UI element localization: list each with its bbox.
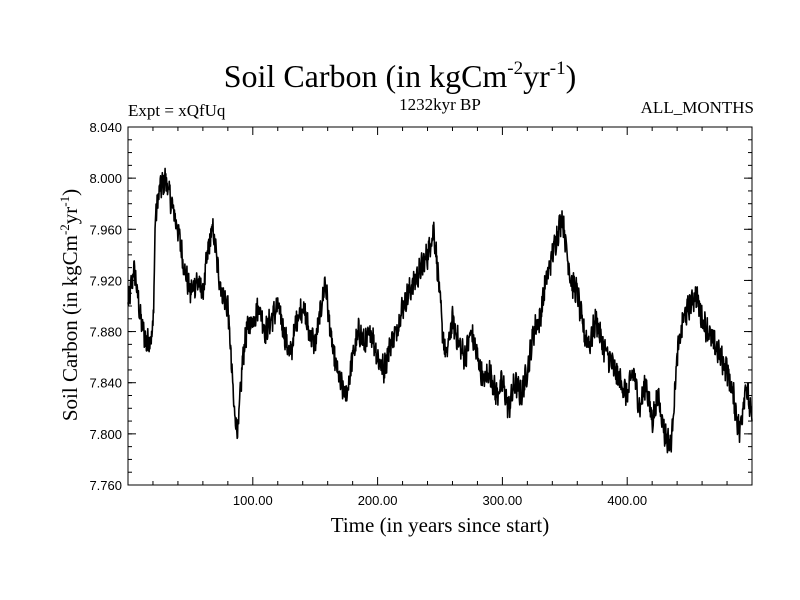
- y-tick-label: 8.040: [89, 120, 122, 135]
- series-line-soil-carbon: [127, 167, 753, 454]
- y-tick-label: 7.880: [89, 325, 122, 340]
- x-tick-label: 200.00: [358, 493, 398, 508]
- y-tick-label: 7.760: [89, 478, 122, 493]
- y-tick-label: 7.960: [89, 222, 122, 237]
- chart-title: Soil Carbon (in kgCm-2yr-1): [223, 58, 577, 94]
- y-tick-label: 7.800: [89, 427, 122, 442]
- y-tick-label: 7.920: [89, 273, 122, 288]
- months-label: ALL_MONTHS: [640, 98, 754, 117]
- x-tick-label: 100.00: [233, 493, 273, 508]
- experiment-label: Expt = xQfUq: [128, 101, 226, 120]
- y-tick-label: 8.000: [89, 171, 122, 186]
- plot-frame: [127, 126, 753, 486]
- period-label: 1232kyr BP: [399, 95, 481, 114]
- x-tick-label: 300.00: [483, 493, 523, 508]
- x-tick-label: 400.00: [607, 493, 647, 508]
- y-tick-label: 7.840: [89, 376, 122, 391]
- x-axis-label: Time (in years since start): [330, 513, 550, 537]
